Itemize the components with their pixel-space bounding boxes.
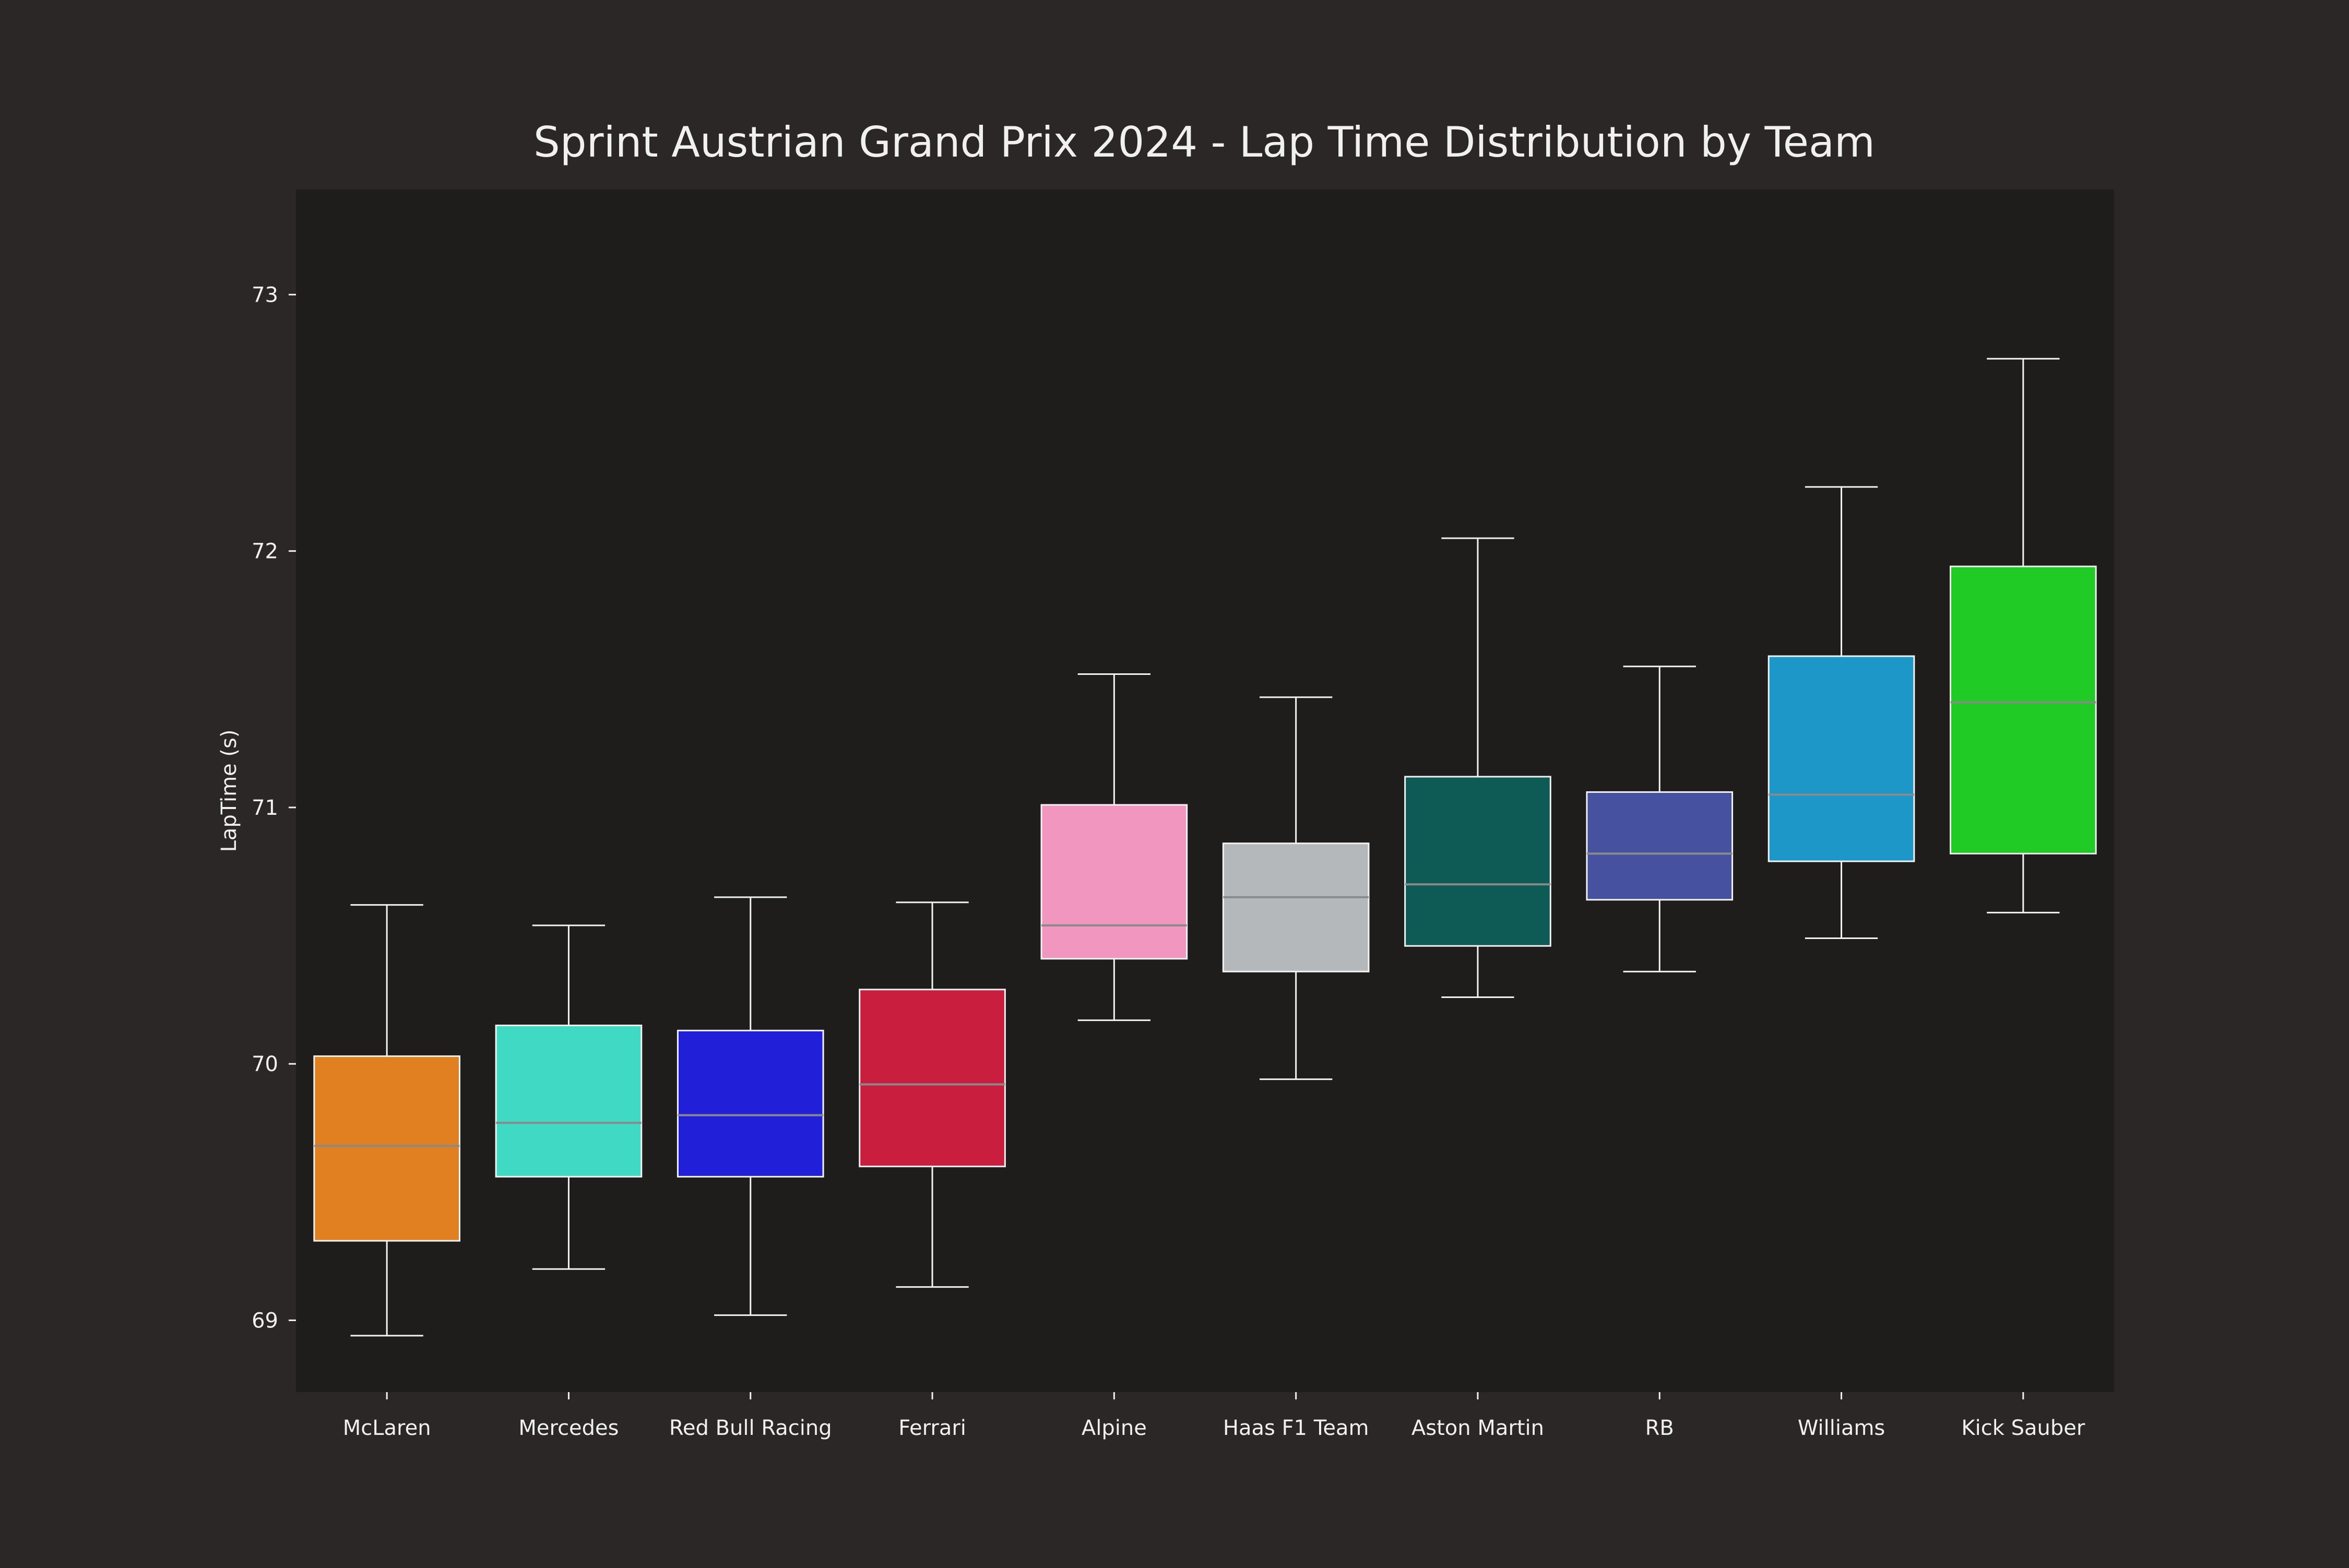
box-mercedes <box>495 924 643 1270</box>
x-tick-label: Mercedes <box>518 1416 619 1440</box>
x-tick-label: Kick Sauber <box>1961 1416 2085 1440</box>
iqr-box <box>1586 791 1734 901</box>
iqr-box <box>677 1029 824 1178</box>
x-tick-label: Ferrari <box>898 1416 966 1440</box>
y-axis-label: LapTime (s) <box>217 730 241 852</box>
iqr-box <box>1040 804 1188 960</box>
box-williams <box>1767 486 1915 939</box>
box-haas-f1-team <box>1222 696 1370 1080</box>
x-tick-label: Williams <box>1798 1416 1885 1440</box>
x-tick-label: Red Bull Racing <box>669 1416 832 1440</box>
x-tick-label: RB <box>1645 1416 1674 1440</box>
y-tick-label: 73 <box>252 283 278 307</box>
box-kick-sauber <box>1950 358 2097 913</box>
iqr-box <box>313 1055 460 1242</box>
iqr-box <box>1767 655 1915 862</box>
y-tick-label: 72 <box>252 540 278 564</box>
x-axis: McLaren Mercedes Red Bull Racing Ferrari Alp… <box>343 1392 2085 1440</box>
x-tick-label: Haas F1 Team <box>1223 1416 1369 1440</box>
box-ferrari <box>859 901 1006 1288</box>
iqr-box <box>859 989 1006 1168</box>
x-tick-label: McLaren <box>343 1416 431 1440</box>
iqr-box <box>1950 565 2097 854</box>
box-series <box>313 358 2097 1337</box>
x-tick-label: Alpine <box>1082 1416 1147 1440</box>
y-axis: 69 70 71 72 73 <box>252 283 296 1333</box>
box-rb <box>1586 666 1734 972</box>
x-tick-label: Aston Martin <box>1411 1416 1544 1440</box>
y-tick-label: 69 <box>252 1309 278 1333</box>
iqr-box <box>1222 842 1370 972</box>
box-alpine <box>1040 673 1188 1021</box>
y-tick-label: 70 <box>252 1052 278 1076</box>
box-aston-martin <box>1404 537 1551 998</box>
box-red-bull-racing <box>677 896 824 1316</box>
iqr-box <box>495 1025 643 1178</box>
iqr-box <box>1404 776 1551 947</box>
box-mclaren <box>313 904 460 1337</box>
chart-title: Sprint Austrian Grand Prix 2024 - Lap Ti… <box>533 118 1875 167</box>
y-tick-label: 71 <box>252 796 278 820</box>
